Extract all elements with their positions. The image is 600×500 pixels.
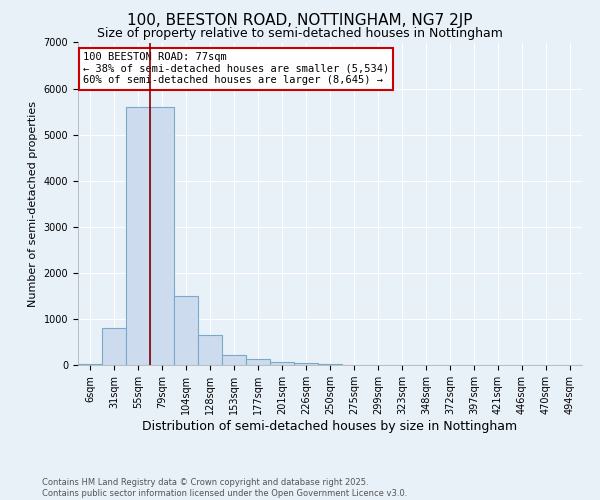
Bar bbox=[222, 354, 246, 365]
Bar bbox=[318, 364, 342, 365]
Text: Size of property relative to semi-detached houses in Nottingham: Size of property relative to semi-detach… bbox=[97, 28, 503, 40]
Bar bbox=[150, 107, 174, 365]
Text: Contains HM Land Registry data © Crown copyright and database right 2025.
Contai: Contains HM Land Registry data © Crown c… bbox=[42, 478, 407, 498]
Bar bbox=[78, 364, 102, 365]
Text: 100, BEESTON ROAD, NOTTINGHAM, NG7 2JP: 100, BEESTON ROAD, NOTTINGHAM, NG7 2JP bbox=[127, 12, 473, 28]
Bar bbox=[198, 335, 222, 365]
Y-axis label: Number of semi-detached properties: Number of semi-detached properties bbox=[28, 101, 38, 306]
X-axis label: Distribution of semi-detached houses by size in Nottingham: Distribution of semi-detached houses by … bbox=[142, 420, 518, 433]
Text: 100 BEESTON ROAD: 77sqm
← 38% of semi-detached houses are smaller (5,534)
60% of: 100 BEESTON ROAD: 77sqm ← 38% of semi-de… bbox=[83, 52, 389, 86]
Bar bbox=[174, 296, 198, 365]
Bar bbox=[246, 359, 270, 365]
Bar bbox=[294, 362, 318, 365]
Bar bbox=[126, 107, 150, 365]
Bar bbox=[270, 362, 294, 365]
Bar bbox=[102, 328, 126, 365]
